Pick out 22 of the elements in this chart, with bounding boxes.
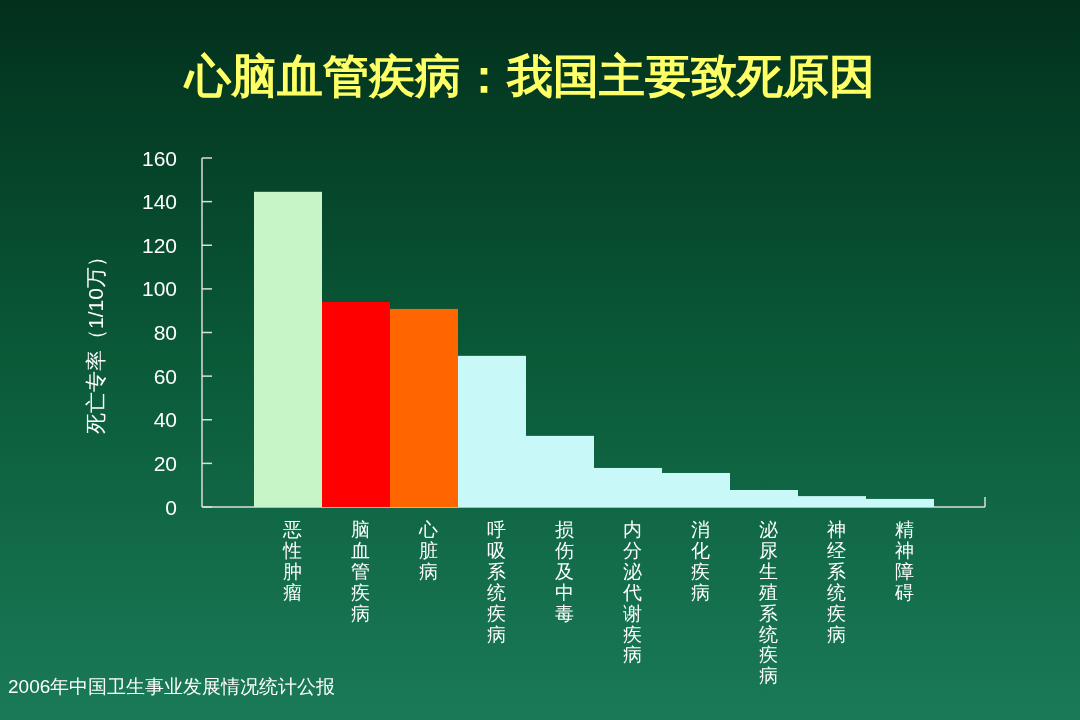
y-tick-label: 100 <box>141 277 177 301</box>
x-tick-label: 损伤及中毒 <box>554 519 574 624</box>
y-tick-label: 40 <box>153 408 177 432</box>
x-tick-label: 心脏病 <box>417 519 438 582</box>
x-tick-label: 精神障碍 <box>893 519 914 603</box>
y-tick-label: 140 <box>141 190 177 214</box>
text: 2006年中国卫生事业发展情况统计公报 <box>8 676 336 697</box>
y-tick-label: 160 <box>141 146 177 170</box>
x-tick-label: 脑血管疾病 <box>350 519 370 624</box>
x-tick-label: 泌尿生殖系统疾病 <box>758 519 778 687</box>
x-tick-label: 呼吸系统疾病 <box>486 519 506 645</box>
y-tick-label: 60 <box>153 364 177 388</box>
y-axis-title: 死亡专率（1/10万） <box>83 246 107 434</box>
y-tick-label: 20 <box>153 451 177 475</box>
y-tick-label: 0 <box>165 495 177 519</box>
y-tick-label: 120 <box>141 233 177 257</box>
x-tick-label: 消化疾病 <box>690 519 710 603</box>
x-tick-label: 神经系统疾病 <box>826 519 846 645</box>
x-tick-label: 恶性肿瘤 <box>281 519 302 603</box>
chart-title: 心脑血管疾病：我国主要致死原因 <box>183 50 875 102</box>
y-tick-label: 80 <box>153 321 177 344</box>
x-tick-label: 内分泌代谢疾病 <box>621 519 642 666</box>
